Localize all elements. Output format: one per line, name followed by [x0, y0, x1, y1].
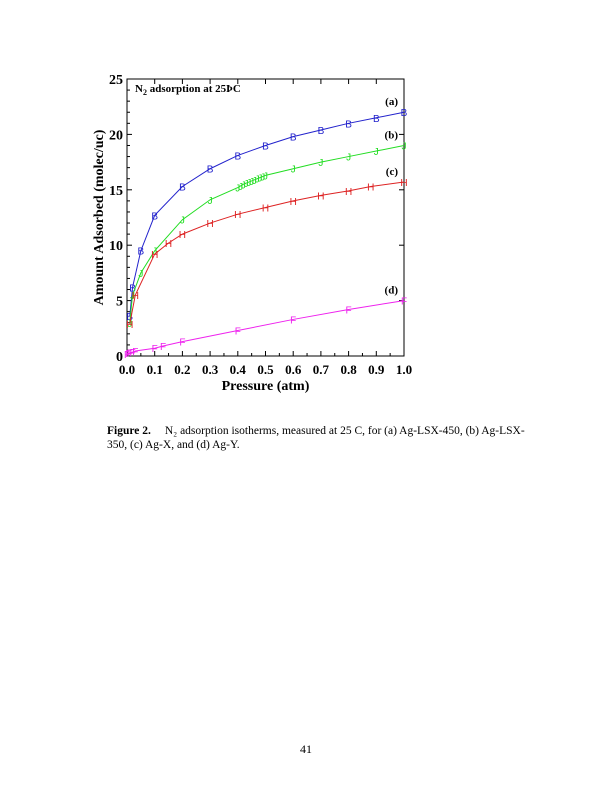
data-point-marker: J — [291, 165, 296, 176]
data-point-marker: J — [235, 184, 240, 195]
data-point-marker: H — [132, 291, 139, 302]
y-tick-label: 15 — [109, 184, 123, 199]
y-tick-label: 5 — [116, 295, 123, 310]
data-point-marker: J — [238, 182, 243, 193]
chart-axes — [126, 78, 405, 357]
data-point-marker: B — [207, 165, 214, 176]
series-line-2 — [129, 144, 405, 323]
data-point-marker: F — [127, 349, 133, 360]
data-point-marker: B — [151, 211, 158, 222]
x-tick-label: 0.1 — [147, 362, 163, 377]
x-tick-label: 0.2 — [174, 362, 190, 377]
n2-adsorption-chart: BBBBBBBBBBBBBJJJJJJJJJJJJJJJJJJJJJJHHHHH… — [92, 73, 412, 394]
figure-caption: Figure 2. N₂ adsorption isotherms, measur… — [107, 424, 527, 452]
x-tick-label: 0.5 — [257, 362, 274, 377]
series-line-1 — [129, 111, 405, 317]
data-point-marker: J — [252, 176, 257, 187]
data-point-marker: J — [318, 158, 323, 169]
data-point-marker: F — [124, 350, 130, 361]
x-tick-label: 0.7 — [313, 362, 330, 377]
chart-series: BBBBBBBBBBBBBJJJJJJJJJJJJJJJJJJJJJJHHHHH… — [124, 108, 408, 361]
data-point-marker: J — [374, 147, 379, 158]
x-tick-label: 0.4 — [230, 362, 247, 377]
data-point-marker: J — [402, 141, 407, 152]
series-line-4 — [126, 300, 405, 355]
data-point-marker: H — [179, 230, 186, 241]
page-number: 41 — [300, 742, 312, 756]
y-tick-label: 25 — [109, 73, 123, 88]
data-point-marker: J — [180, 216, 185, 227]
x-tick-label: 0.9 — [368, 362, 385, 377]
data-point-marker: J — [263, 171, 268, 182]
series-label-4: (d) — [385, 285, 399, 297]
figure-caption-lead: Figure 2. — [107, 425, 151, 437]
data-point-marker: J — [346, 153, 351, 164]
data-point-marker: J — [244, 179, 249, 190]
data-point-marker: J — [127, 319, 132, 330]
series-line-3 — [129, 181, 405, 324]
data-point-marker: F — [290, 315, 296, 326]
data-point-marker: B — [401, 108, 408, 119]
data-point-marker: H — [317, 191, 324, 202]
y-tick-label: 20 — [109, 128, 123, 143]
data-point-marker: B — [234, 151, 241, 162]
data-point-marker: B — [290, 133, 297, 144]
y-tick-label: 10 — [109, 239, 123, 254]
data-point-marker: F — [235, 327, 241, 338]
data-point-marker: H — [206, 219, 213, 230]
data-point-marker: J — [255, 175, 260, 186]
data-point-marker: F — [346, 305, 352, 316]
data-point-marker: H — [345, 187, 352, 198]
data-point-marker: J — [257, 174, 262, 185]
chart-annotation: N2 adsorption at 25ÞC — [135, 83, 241, 97]
x-tick-label: 0.8 — [340, 362, 357, 377]
data-point-marker: F — [129, 348, 135, 359]
data-point-marker: B — [262, 141, 269, 152]
data-point-marker: B — [138, 247, 145, 258]
y-tick-label: 0 — [116, 350, 123, 365]
series-label-2: (b) — [385, 129, 399, 141]
x-tick-label: 0.0 — [119, 362, 135, 377]
data-point-marker: H — [165, 239, 172, 250]
data-point-marker: H — [367, 182, 374, 193]
data-point-marker: B — [129, 283, 136, 294]
data-point-marker: B — [318, 126, 325, 137]
figure-caption-text: N₂ adsorption isotherms, measured at 25 … — [107, 425, 525, 451]
data-point-marker: J — [241, 180, 246, 191]
data-point-marker: J — [260, 173, 265, 184]
data-point-marker: H — [151, 250, 158, 261]
data-point-marker: F — [401, 297, 407, 308]
data-point-marker: H — [126, 320, 133, 331]
data-point-marker: H — [234, 210, 241, 221]
data-point-marker: J — [249, 177, 254, 188]
x-tick-label: 1.0 — [396, 362, 412, 377]
data-point-marker: F — [152, 344, 158, 355]
data-point-marker: J — [152, 247, 157, 258]
data-point-marker: H — [262, 204, 269, 215]
data-point-marker: F — [179, 338, 185, 349]
data-point-marker: J — [138, 269, 143, 280]
data-point-marker: B — [179, 182, 186, 193]
series-label-3: (c) — [386, 166, 399, 178]
x-tick-label: 0.3 — [202, 362, 219, 377]
data-point-marker: B — [373, 114, 380, 125]
data-point-marker: B — [345, 119, 352, 130]
data-point-marker: H — [400, 178, 407, 189]
chart-labels: 0.0 0.1 0.2 0.3 0.4 0.5 0.6 0.7 0.8 0.9 1.0 0 5 10 15 2… — [92, 73, 412, 394]
y-axis-label: Amount Adsorbed (molec/uc) — [92, 129, 107, 305]
data-point-marker: H — [290, 197, 297, 208]
data-point-marker: J — [130, 291, 135, 302]
data-point-marker: J — [246, 178, 251, 189]
data-point-marker: F — [125, 349, 131, 360]
data-point-marker: J — [208, 196, 213, 207]
x-tick-label: 0.6 — [285, 362, 302, 377]
data-point-marker: F — [160, 342, 166, 353]
series-label-1: (a) — [385, 96, 398, 108]
x-axis-label: Pressure (atm) — [222, 379, 310, 394]
data-point-marker: F — [132, 347, 138, 358]
